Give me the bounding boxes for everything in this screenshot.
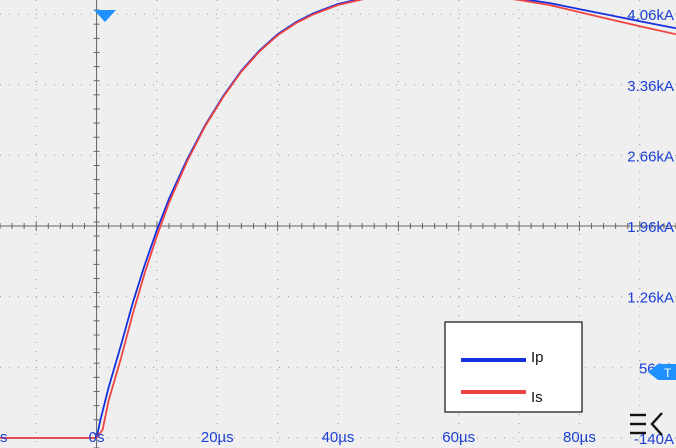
collapse-menu-icon[interactable] — [630, 412, 663, 436]
x-tick-label: 20µs — [201, 429, 234, 446]
x-tick-label-partial: s — [0, 429, 8, 446]
trigger-level-label: T — [664, 366, 672, 380]
x-tick-label: 40µs — [322, 429, 355, 446]
trigger-level-icon[interactable]: T — [648, 364, 676, 380]
y-tick-label: 1.96kA — [627, 219, 674, 236]
y-tick-label: -140A — [634, 431, 674, 448]
y-tick-label: 2.66kA — [627, 148, 674, 165]
x-tick-label: 80µs — [563, 429, 596, 446]
waveforms — [0, 0, 676, 439]
trigger-marker-icon[interactable] — [94, 10, 116, 22]
legend: Ip Is — [444, 321, 583, 413]
x-tick-labels: 0s 20µs 40µs 60µs 80µs — [89, 429, 596, 446]
y-tick-label: 3.36kA — [627, 78, 674, 95]
series-line-is — [0, 0, 676, 439]
y-tick-label: 4.06kA — [627, 7, 674, 24]
legend-label-is: Is — [531, 389, 543, 406]
x-tick-label: 0s — [89, 429, 105, 446]
y-tick-label: 1.26kA — [627, 290, 674, 307]
legend-box — [444, 321, 583, 413]
x-tick-label: 60µs — [442, 429, 475, 446]
legend-label-ip: Ip — [531, 349, 544, 366]
